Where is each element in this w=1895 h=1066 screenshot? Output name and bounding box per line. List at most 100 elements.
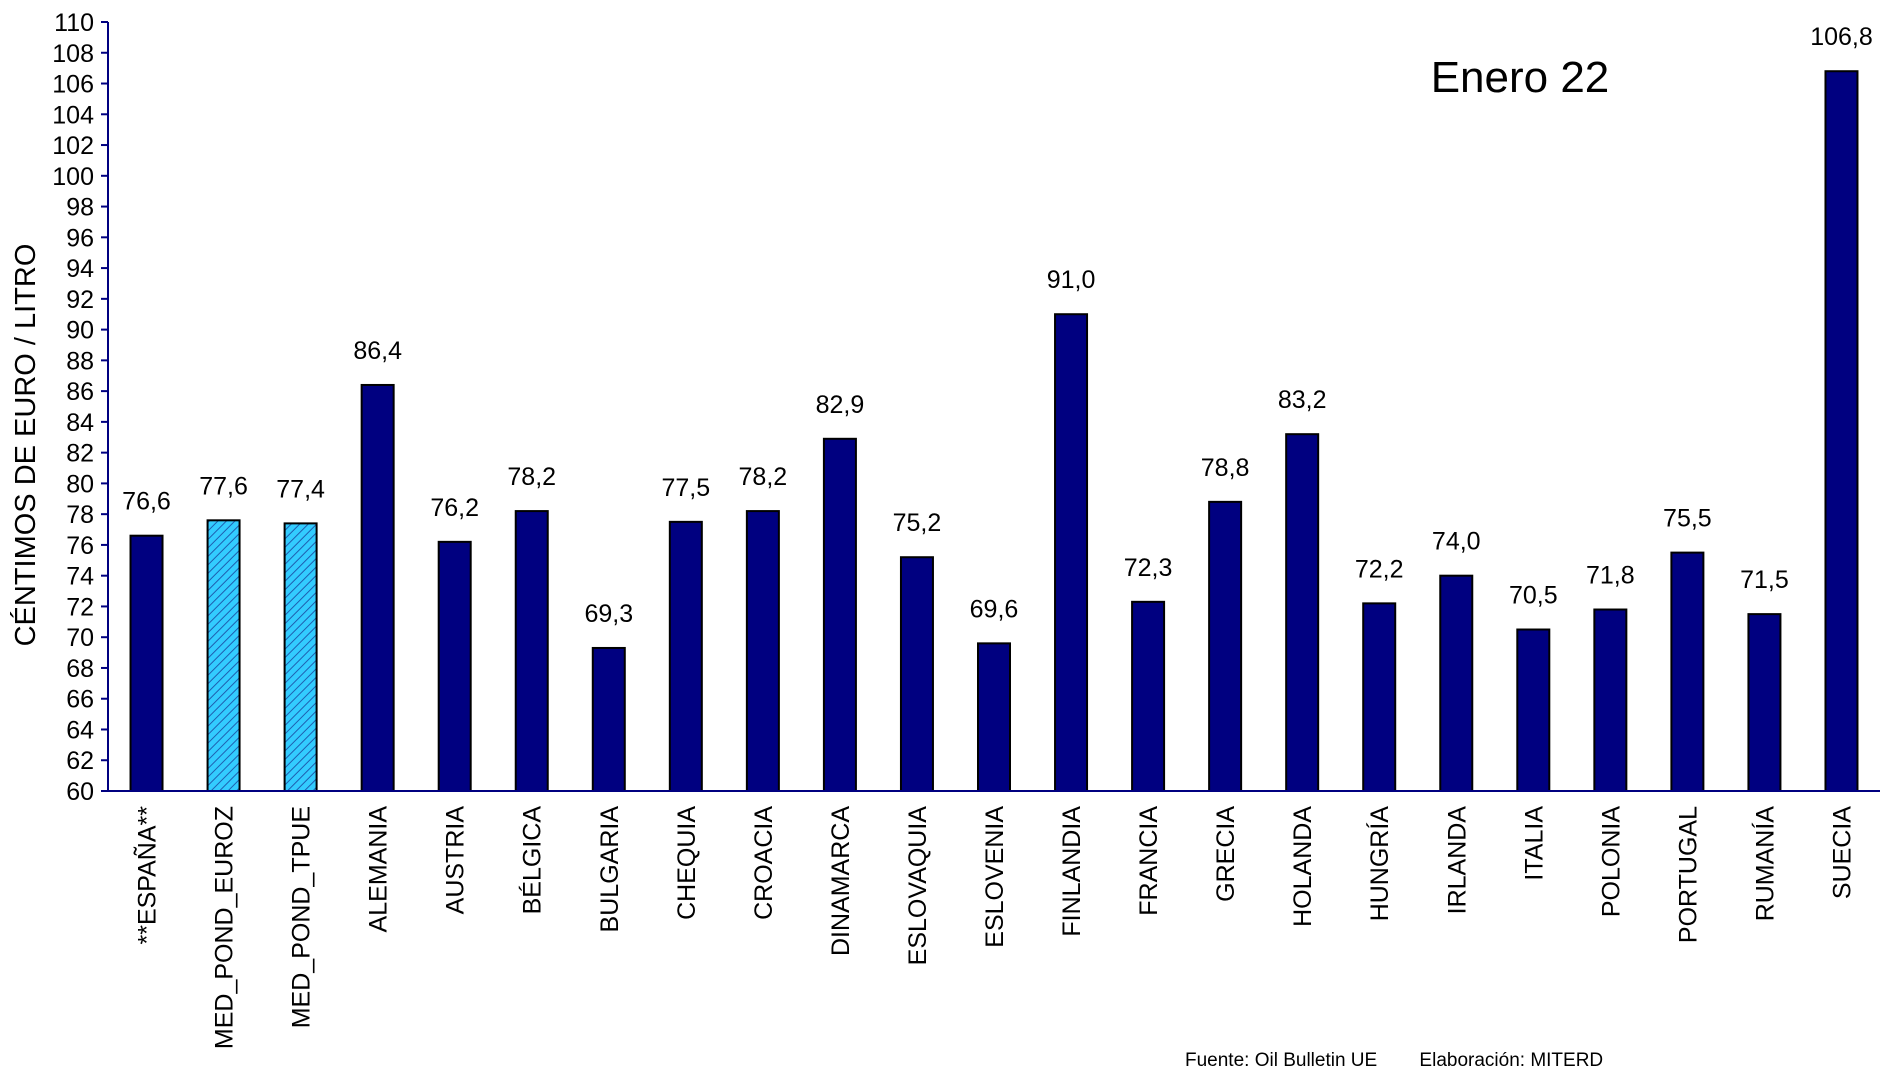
bar xyxy=(206,519,241,792)
x-tick-label: **ESPAÑA** xyxy=(133,806,162,945)
data-label: 70,5 xyxy=(1509,582,1558,610)
bar xyxy=(437,540,472,792)
data-label: 77,4 xyxy=(276,475,325,503)
x-tick-label: GRECIA xyxy=(1212,806,1240,902)
y-tick-label: 92 xyxy=(66,286,94,314)
bar xyxy=(1362,602,1397,793)
bar xyxy=(1054,313,1089,792)
category-labels: **ESPAÑA** MED_POND_EUROZ MED_POND_TPUE ALE… xyxy=(133,806,1857,1049)
y-tick-label: 84 xyxy=(66,409,94,437)
x-tick-label: POLONIA xyxy=(1597,806,1625,917)
data-label: 91,0 xyxy=(1047,266,1096,294)
y-tick-label: 70 xyxy=(66,624,94,652)
y-tick-label: 78 xyxy=(66,501,94,529)
data-label: 78,8 xyxy=(1201,454,1250,482)
data-label: 86,4 xyxy=(353,337,402,365)
y-tick-label: 96 xyxy=(66,224,94,252)
bar xyxy=(1285,433,1320,792)
bar xyxy=(1824,70,1859,792)
data-label: 72,2 xyxy=(1355,555,1404,583)
x-tick-label: IRLANDA xyxy=(1443,806,1471,915)
chart-title: Enero 22 xyxy=(1431,53,1610,102)
y-tick-label: 82 xyxy=(66,440,94,468)
bar xyxy=(899,556,934,792)
bar xyxy=(514,510,549,792)
data-label: 74,0 xyxy=(1432,528,1481,556)
x-tick-label: DINAMARCA xyxy=(827,806,855,956)
data-label: 75,2 xyxy=(893,509,942,537)
x-tick-label: ESLOVAQUIA xyxy=(904,806,932,966)
data-label: 72,3 xyxy=(1124,554,1173,582)
y-tick-label: 86 xyxy=(66,378,94,406)
x-tick-label: PORTUGAL xyxy=(1674,806,1702,943)
y-tick-label: 66 xyxy=(66,686,94,714)
bar xyxy=(129,534,164,793)
y-tick-label: 102 xyxy=(52,132,94,160)
x-tick-label: RUMANÍA xyxy=(1750,806,1779,922)
y-tick-label: 104 xyxy=(52,101,94,129)
data-label: 78,2 xyxy=(507,463,556,491)
y-tick-label: 74 xyxy=(66,563,94,591)
data-label: 69,6 xyxy=(970,595,1019,623)
y-tick-label: 106 xyxy=(52,71,94,99)
bar xyxy=(1747,613,1782,792)
y-tick-label: 110 xyxy=(54,9,94,37)
x-tick-label: AUSTRIA xyxy=(442,806,470,915)
data-label: 106,8 xyxy=(1810,23,1873,51)
bar xyxy=(1516,628,1551,793)
bar xyxy=(360,383,395,792)
y-tick-label: 90 xyxy=(66,317,94,345)
bar xyxy=(1208,500,1243,792)
data-label: 75,5 xyxy=(1663,505,1712,533)
x-tick-label: HOLANDA xyxy=(1289,806,1317,927)
x-tick-label: FINLANDIA xyxy=(1058,806,1086,937)
y-tick-label: 72 xyxy=(66,593,94,621)
data-label: 82,9 xyxy=(816,391,865,419)
bars xyxy=(129,70,1859,793)
x-tick-label: MED_POND_EUROZ xyxy=(211,806,239,1049)
x-tick-label: SUECIA xyxy=(1828,806,1856,899)
y-tick-label: 68 xyxy=(66,655,94,683)
bar xyxy=(591,646,626,792)
x-tick-label: ITALIA xyxy=(1520,806,1548,881)
y-tick-label: 60 xyxy=(66,778,94,806)
x-tick-label: ESLOVENIA xyxy=(981,806,1009,948)
y-tick-label: 62 xyxy=(66,747,94,775)
data-label: 76,2 xyxy=(430,494,479,522)
data-label: 69,3 xyxy=(584,600,633,628)
x-tick-label: CHEQUIA xyxy=(673,806,701,920)
y-tick-label: 80 xyxy=(66,470,94,498)
y-tick-label: 100 xyxy=(52,163,94,191)
bar xyxy=(1439,574,1474,792)
y-tick-label: 76 xyxy=(66,532,94,560)
y-tick-label: 94 xyxy=(66,255,94,283)
x-tick-label: FRANCIA xyxy=(1135,806,1163,916)
y-tick-label: 98 xyxy=(66,194,94,222)
y-tick-label: 108 xyxy=(52,40,94,68)
x-tick-label: MED_POND_TPUE xyxy=(288,806,316,1028)
source-note: Fuente: Oil Bulletin UE Elaboración: MIT… xyxy=(1185,1050,1603,1066)
bar xyxy=(745,510,780,792)
bar xyxy=(977,642,1011,792)
data-label: 71,5 xyxy=(1740,566,1789,594)
y-tick-label: 64 xyxy=(66,716,94,744)
x-tick-label: BULGARIA xyxy=(596,806,624,933)
x-tick-label: BÉLGICA xyxy=(518,806,547,915)
data-label: 71,8 xyxy=(1586,562,1635,590)
bar xyxy=(1593,608,1628,792)
y-tick-label: 88 xyxy=(66,347,94,375)
y-axis-label: CÉNTIMOS DE EURO / LITRO xyxy=(9,244,42,647)
data-label: 83,2 xyxy=(1278,386,1327,414)
value-labels: 76,6 77,6 77,4 86,4 76,2 78,2 69,3 77,5 78,2 82,9… xyxy=(122,23,1873,628)
data-label: 77,5 xyxy=(661,474,710,502)
bar xyxy=(668,520,703,792)
bar xyxy=(1670,551,1705,792)
bar xyxy=(1131,600,1166,792)
bar xyxy=(283,522,318,792)
data-label: 77,6 xyxy=(199,472,248,500)
data-label: 78,2 xyxy=(739,463,788,491)
data-label: 76,6 xyxy=(122,488,171,516)
x-tick-label: ALEMANIA xyxy=(365,806,393,933)
x-tick-label: HUNGRÍA xyxy=(1365,806,1394,922)
